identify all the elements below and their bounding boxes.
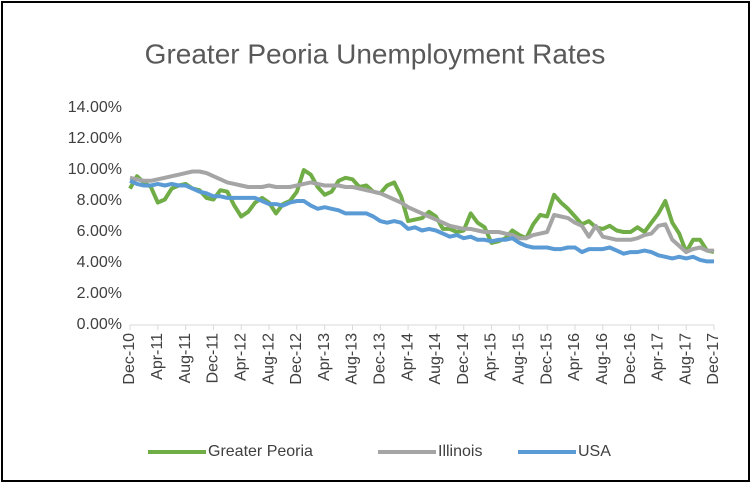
- x-tick-label: Aug-17: [677, 333, 694, 385]
- x-tick-label: Apr-14: [399, 333, 416, 381]
- x-tick-label: Aug-15: [511, 333, 528, 385]
- y-tick-label: 14.00%: [68, 99, 122, 116]
- series-line: [129, 169, 714, 255]
- x-tick-label: Apr-17: [650, 333, 667, 381]
- x-tick-label: Aug-13: [344, 333, 361, 385]
- x-tick-label: Dec-15: [538, 333, 555, 385]
- x-tick-label: Dec-14: [455, 333, 472, 385]
- y-tick-label: 12.00%: [68, 130, 122, 147]
- y-tick-label: 8.00%: [77, 192, 122, 209]
- x-tick-label: Dec-12: [288, 333, 305, 385]
- x-tick-label: Aug-16: [594, 333, 611, 385]
- x-tick-label: Apr-13: [316, 333, 333, 381]
- legend-label: Illinois: [438, 443, 482, 460]
- x-tick-label: Aug-11: [177, 333, 194, 384]
- chart-title: Greater Peoria Unemployment Rates: [145, 38, 606, 69]
- y-tick-label: 10.00%: [68, 161, 122, 178]
- x-tick-label: Aug-12: [260, 333, 277, 385]
- x-tick-label: Apr-16: [566, 333, 583, 381]
- x-tick-label: Apr-12: [232, 333, 249, 381]
- x-tick-label: Apr-11: [149, 333, 166, 380]
- series-line: [129, 178, 714, 264]
- y-tick-label: 6.00%: [77, 223, 122, 240]
- x-tick-label: Aug-14: [427, 333, 444, 385]
- legend-label: USA: [578, 443, 611, 460]
- x-tick-label: Dec-17: [705, 333, 722, 385]
- x-tick-label: Dec-13: [372, 333, 389, 385]
- legend-label: Greater Peoria: [208, 443, 313, 460]
- x-tick-label: Apr-15: [483, 333, 500, 381]
- y-tick-label: 0.00%: [77, 316, 122, 333]
- y-tick-label: 2.00%: [77, 285, 122, 302]
- x-tick-label: Dec-11: [205, 333, 222, 383]
- x-tick-label: Dec-16: [622, 333, 639, 385]
- y-tick-label: 4.00%: [77, 254, 122, 271]
- series-line: [128, 168, 715, 255]
- x-tick-label: Dec-10: [121, 333, 138, 385]
